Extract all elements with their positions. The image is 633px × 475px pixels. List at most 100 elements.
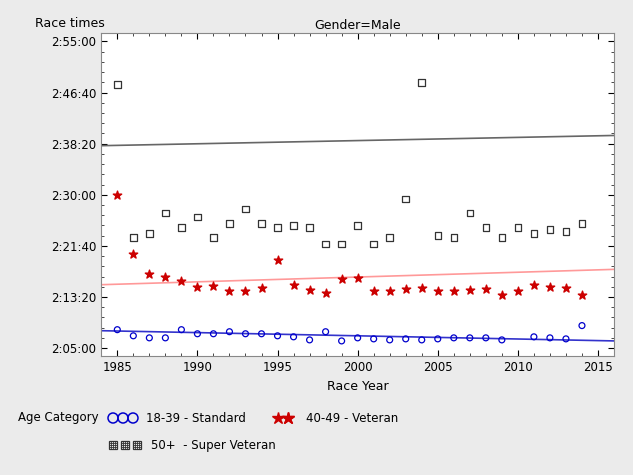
Point xyxy=(304,336,315,344)
Text: 18-39 - Standard: 18-39 - Standard xyxy=(146,411,246,425)
Point xyxy=(112,191,122,199)
Point xyxy=(561,228,571,235)
Point xyxy=(577,322,587,329)
Point xyxy=(320,240,330,247)
Point xyxy=(128,332,139,340)
Point xyxy=(208,234,218,241)
Bar xyxy=(121,441,129,449)
Point xyxy=(417,336,427,344)
Point xyxy=(289,281,299,288)
Point xyxy=(513,367,523,374)
Point xyxy=(337,240,347,247)
Point xyxy=(144,271,154,278)
Point xyxy=(577,291,587,299)
Point xyxy=(128,250,139,258)
Point xyxy=(385,234,395,241)
Point xyxy=(256,219,266,227)
Point xyxy=(433,287,443,294)
Point xyxy=(368,240,379,247)
Point xyxy=(449,334,459,342)
Point xyxy=(256,330,266,338)
Point xyxy=(449,234,459,241)
Point xyxy=(529,281,539,288)
Point xyxy=(241,287,251,294)
Point xyxy=(480,224,491,231)
Point xyxy=(353,274,363,281)
Point xyxy=(385,287,395,294)
Point xyxy=(449,287,459,294)
Point xyxy=(112,326,122,333)
Point xyxy=(177,326,187,333)
Point xyxy=(465,286,475,294)
Point xyxy=(368,335,379,342)
Text: Age Category: Age Category xyxy=(18,411,99,425)
Point xyxy=(401,335,411,342)
Point xyxy=(128,234,139,241)
Point xyxy=(465,334,475,342)
Point xyxy=(545,283,555,291)
Point xyxy=(401,285,411,293)
Point xyxy=(224,328,234,335)
Point xyxy=(289,222,299,229)
Point xyxy=(272,256,282,264)
Point xyxy=(433,232,443,239)
Point xyxy=(368,287,379,294)
Point xyxy=(465,209,475,217)
Point xyxy=(337,337,347,345)
Bar xyxy=(109,441,117,449)
Point xyxy=(112,81,122,88)
Point xyxy=(160,209,170,217)
Point xyxy=(272,224,282,231)
Point xyxy=(241,330,251,338)
Point xyxy=(224,219,234,227)
Point xyxy=(241,205,251,213)
Point xyxy=(561,335,571,342)
Point xyxy=(289,333,299,341)
X-axis label: Race Year: Race Year xyxy=(327,380,389,393)
Point xyxy=(192,213,203,221)
Text: Race times: Race times xyxy=(35,17,104,30)
Point xyxy=(320,289,330,297)
Point xyxy=(256,284,266,292)
Point xyxy=(272,332,282,340)
Point xyxy=(304,286,315,294)
Point xyxy=(208,282,218,290)
Point xyxy=(320,328,330,335)
Point xyxy=(480,285,491,293)
Point xyxy=(417,78,427,86)
Point xyxy=(529,333,539,341)
Point xyxy=(401,195,411,203)
Point xyxy=(144,334,154,342)
Point xyxy=(192,283,203,291)
Point xyxy=(433,335,443,342)
Text: 40-49 - Veteran: 40-49 - Veteran xyxy=(306,411,398,425)
Text: 50+  - Super Veteran: 50+ - Super Veteran xyxy=(151,438,276,452)
Point xyxy=(577,219,587,227)
Point xyxy=(513,224,523,231)
Point xyxy=(160,334,170,342)
Point xyxy=(337,275,347,282)
Point xyxy=(353,334,363,342)
Point xyxy=(545,226,555,233)
Bar xyxy=(133,441,141,449)
Point xyxy=(561,284,571,292)
Point xyxy=(513,287,523,294)
Point xyxy=(385,336,395,344)
Point xyxy=(144,230,154,238)
Title: Gender=Male: Gender=Male xyxy=(315,19,401,32)
Point xyxy=(417,284,427,292)
Point xyxy=(545,334,555,342)
Point xyxy=(304,224,315,231)
Point xyxy=(480,334,491,342)
Point xyxy=(497,291,507,299)
Point xyxy=(497,336,507,344)
Point xyxy=(208,330,218,338)
Point xyxy=(224,287,234,294)
Point xyxy=(497,234,507,241)
Point xyxy=(353,222,363,229)
Point xyxy=(177,224,187,231)
Point xyxy=(177,277,187,285)
Point xyxy=(192,330,203,338)
Point xyxy=(160,273,170,280)
Point xyxy=(529,230,539,238)
